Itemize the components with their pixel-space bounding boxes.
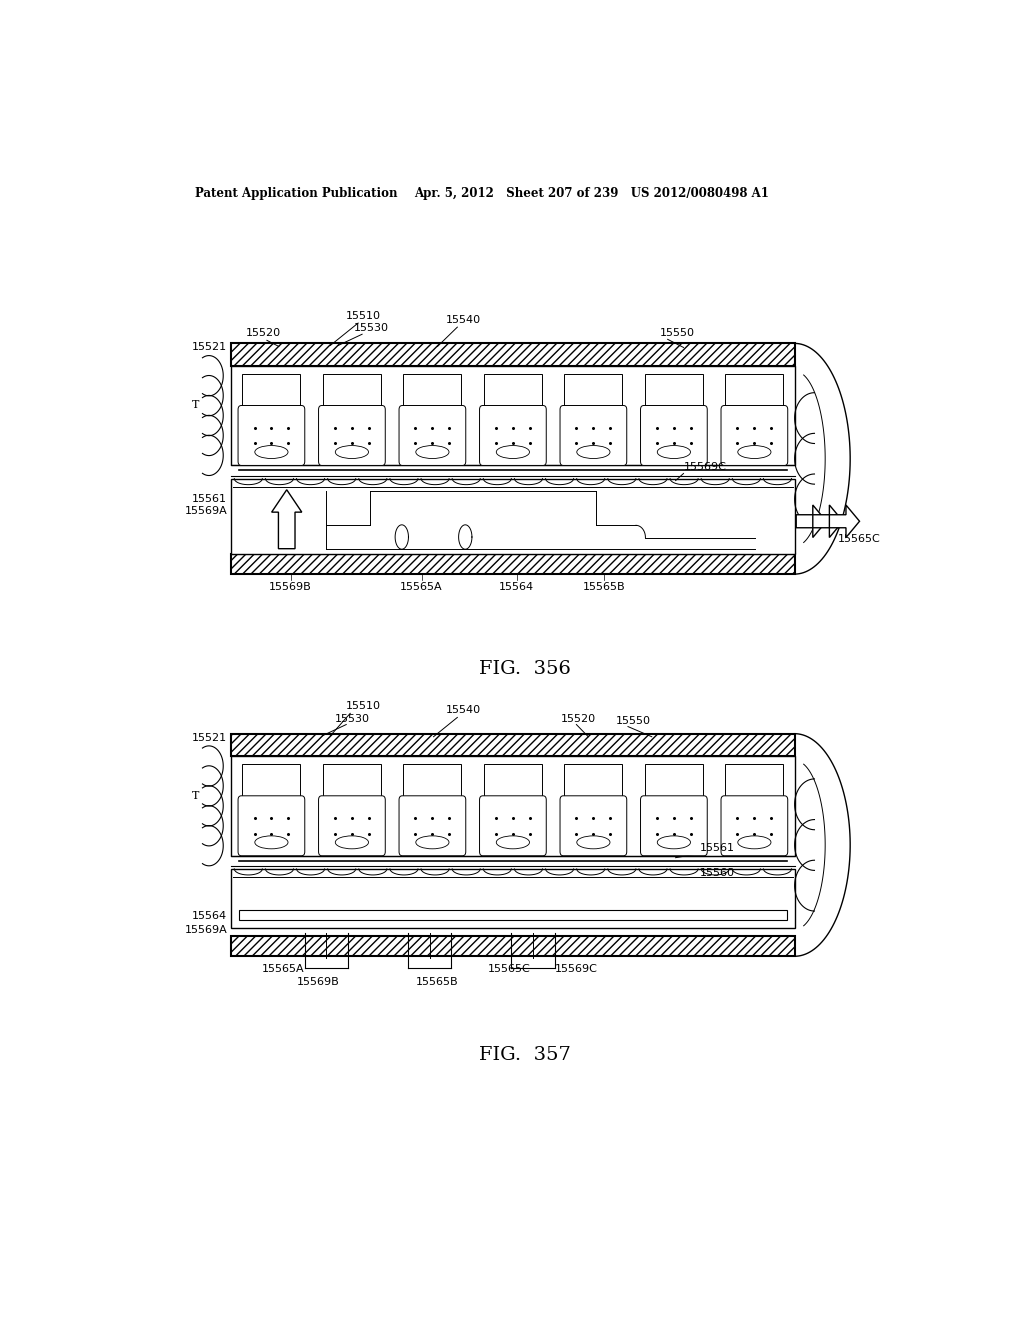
Bar: [484, 764, 542, 796]
Bar: [231, 734, 795, 756]
Polygon shape: [797, 506, 826, 537]
Bar: [725, 374, 783, 405]
Ellipse shape: [335, 446, 369, 458]
Text: FIG.  356: FIG. 356: [479, 660, 570, 677]
FancyBboxPatch shape: [721, 796, 787, 855]
Ellipse shape: [497, 836, 529, 849]
Ellipse shape: [416, 836, 449, 849]
Text: 15565A: 15565A: [400, 582, 443, 593]
Bar: [564, 764, 623, 796]
Text: 15569B: 15569B: [269, 582, 312, 593]
Text: 15565B: 15565B: [583, 582, 626, 593]
Bar: [231, 936, 795, 956]
Bar: [725, 764, 783, 796]
Text: 15569A: 15569A: [184, 925, 227, 935]
Bar: [231, 554, 795, 574]
Text: T: T: [191, 791, 199, 801]
Bar: [484, 374, 542, 405]
Bar: [231, 366, 795, 466]
Ellipse shape: [335, 836, 369, 849]
Text: 15560: 15560: [699, 867, 734, 878]
Bar: [231, 756, 795, 855]
Text: 15569C: 15569C: [684, 462, 726, 473]
Text: 15521: 15521: [193, 733, 227, 743]
Ellipse shape: [657, 836, 690, 849]
Ellipse shape: [255, 446, 288, 458]
Text: 15550: 15550: [616, 715, 651, 726]
Text: T: T: [191, 400, 199, 411]
Bar: [231, 869, 795, 928]
Bar: [231, 343, 795, 366]
Bar: [323, 374, 381, 405]
Ellipse shape: [577, 446, 610, 458]
FancyBboxPatch shape: [399, 796, 466, 855]
Bar: [231, 479, 795, 554]
Text: 15569B: 15569B: [297, 977, 340, 986]
Bar: [243, 374, 300, 405]
FancyBboxPatch shape: [641, 796, 708, 855]
Text: 15564: 15564: [193, 911, 227, 920]
Ellipse shape: [737, 446, 771, 458]
Text: Apr. 5, 2012   Sheet 207 of 239   US 2012/0080498 A1: Apr. 5, 2012 Sheet 207 of 239 US 2012/00…: [414, 187, 769, 201]
FancyBboxPatch shape: [318, 796, 385, 855]
Polygon shape: [271, 490, 302, 549]
Text: 15564: 15564: [500, 582, 535, 593]
Polygon shape: [829, 506, 859, 537]
FancyBboxPatch shape: [479, 796, 546, 855]
Bar: [243, 764, 300, 796]
Text: 15569A: 15569A: [184, 506, 227, 516]
Text: 15565B: 15565B: [416, 977, 459, 986]
Bar: [403, 764, 462, 796]
Text: 15530: 15530: [334, 714, 370, 723]
Text: Patent Application Publication: Patent Application Publication: [196, 187, 398, 201]
Text: 15550: 15550: [659, 329, 694, 338]
Polygon shape: [813, 506, 843, 537]
Text: 15510: 15510: [346, 701, 381, 711]
Text: 15540: 15540: [445, 705, 480, 715]
Ellipse shape: [497, 446, 529, 458]
FancyBboxPatch shape: [238, 405, 305, 466]
Bar: [564, 374, 623, 405]
Ellipse shape: [657, 446, 690, 458]
Text: 15521: 15521: [193, 342, 227, 352]
Text: 15569C: 15569C: [555, 965, 598, 974]
Text: 15561: 15561: [193, 494, 227, 504]
Bar: [323, 764, 381, 796]
FancyBboxPatch shape: [399, 405, 466, 466]
Text: 15520: 15520: [246, 329, 281, 338]
Text: 15530: 15530: [354, 323, 389, 333]
Bar: [403, 374, 462, 405]
Bar: [645, 374, 702, 405]
FancyBboxPatch shape: [238, 796, 305, 855]
Bar: [645, 764, 702, 796]
Ellipse shape: [737, 836, 771, 849]
Text: 15565A: 15565A: [261, 965, 304, 974]
FancyBboxPatch shape: [318, 405, 385, 466]
FancyBboxPatch shape: [641, 405, 708, 466]
FancyBboxPatch shape: [560, 405, 627, 466]
FancyBboxPatch shape: [479, 405, 546, 466]
Text: FIG.  357: FIG. 357: [479, 1045, 570, 1064]
Text: 15565C: 15565C: [839, 533, 881, 544]
Ellipse shape: [416, 446, 449, 458]
Text: 15540: 15540: [445, 315, 480, 325]
Text: 15510: 15510: [346, 312, 381, 321]
Ellipse shape: [577, 836, 610, 849]
Bar: [240, 909, 786, 920]
Ellipse shape: [255, 836, 288, 849]
Text: 15565C: 15565C: [487, 965, 530, 974]
Text: 15561: 15561: [699, 842, 734, 853]
FancyBboxPatch shape: [560, 796, 627, 855]
Text: 15520: 15520: [560, 714, 596, 723]
FancyBboxPatch shape: [721, 405, 787, 466]
